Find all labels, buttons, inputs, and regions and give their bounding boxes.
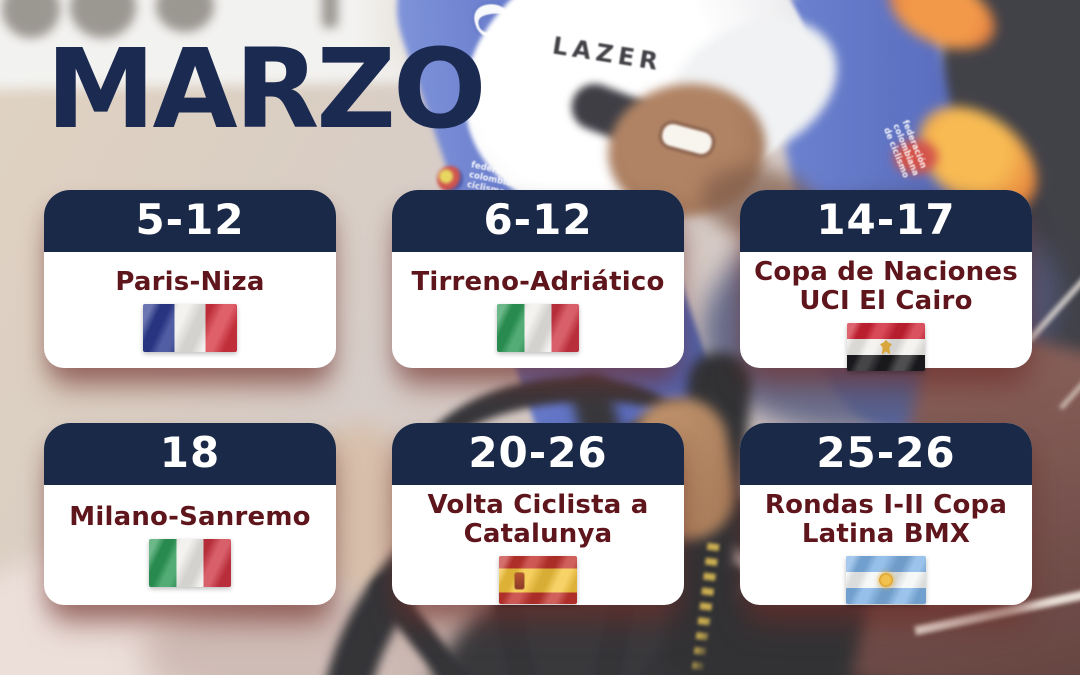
event-name: Tirreno-Adriático [411, 266, 665, 297]
event-card: 25-26 Rondas I-II Copa Latina BMX [740, 423, 1032, 605]
event-body: Rondas I-II Copa Latina BMX [740, 485, 1032, 610]
event-body: Paris-Niza [44, 252, 336, 368]
jersey-red-accent [894, 140, 938, 174]
event-dates: 5-12 [135, 195, 245, 244]
event-dates: 18 [159, 428, 221, 477]
event-dates-header: 25-26 [740, 423, 1032, 485]
event-card: 20-26 Volta Ciclista a Catalunya [392, 423, 684, 605]
event-dates-header: 18 [44, 423, 336, 485]
blurred-wall-marking [322, 0, 338, 28]
event-name: Copa de Naciones UCI El Cairo [754, 257, 1018, 316]
event-name: Paris-Niza [115, 266, 265, 297]
event-body: Volta Ciclista a Catalunya [392, 485, 684, 610]
event-card: 5-12 Paris-Niza [44, 190, 336, 368]
event-body: Copa de Naciones UCI El Cairo [740, 252, 1032, 377]
federation-logo [437, 166, 463, 192]
event-dates-header: 6-12 [392, 190, 684, 252]
argentina-flag [846, 556, 926, 605]
italy-flag [497, 304, 579, 353]
month-title: MARZO [46, 25, 487, 153]
event-dates: 20-26 [468, 428, 608, 477]
event-name: Rondas I-II Copa Latina BMX [764, 490, 1008, 549]
event-dates-header: 5-12 [44, 190, 336, 252]
event-dates-header: 14-17 [740, 190, 1032, 252]
event-name: Volta Ciclista a Catalunya [427, 490, 649, 549]
event-dates: 25-26 [816, 428, 956, 477]
event-card: 6-12 Tirreno-Adriático [392, 190, 684, 368]
event-body: Milano-Sanremo [44, 485, 336, 605]
event-dates: 6-12 [483, 195, 593, 244]
spain-flag [499, 556, 577, 605]
event-body: Tirreno-Adriático [392, 252, 684, 368]
italy-flag [149, 539, 231, 588]
event-card: 18 Milano-Sanremo [44, 423, 336, 605]
france-flag [143, 304, 237, 353]
event-dates-header: 20-26 [392, 423, 684, 485]
event-dates: 14-17 [816, 195, 956, 244]
event-name: Milano-Sanremo [69, 501, 311, 532]
event-card: 14-17 Copa de Naciones UCI El Cairo [740, 190, 1032, 372]
egypt-flag [847, 323, 925, 372]
